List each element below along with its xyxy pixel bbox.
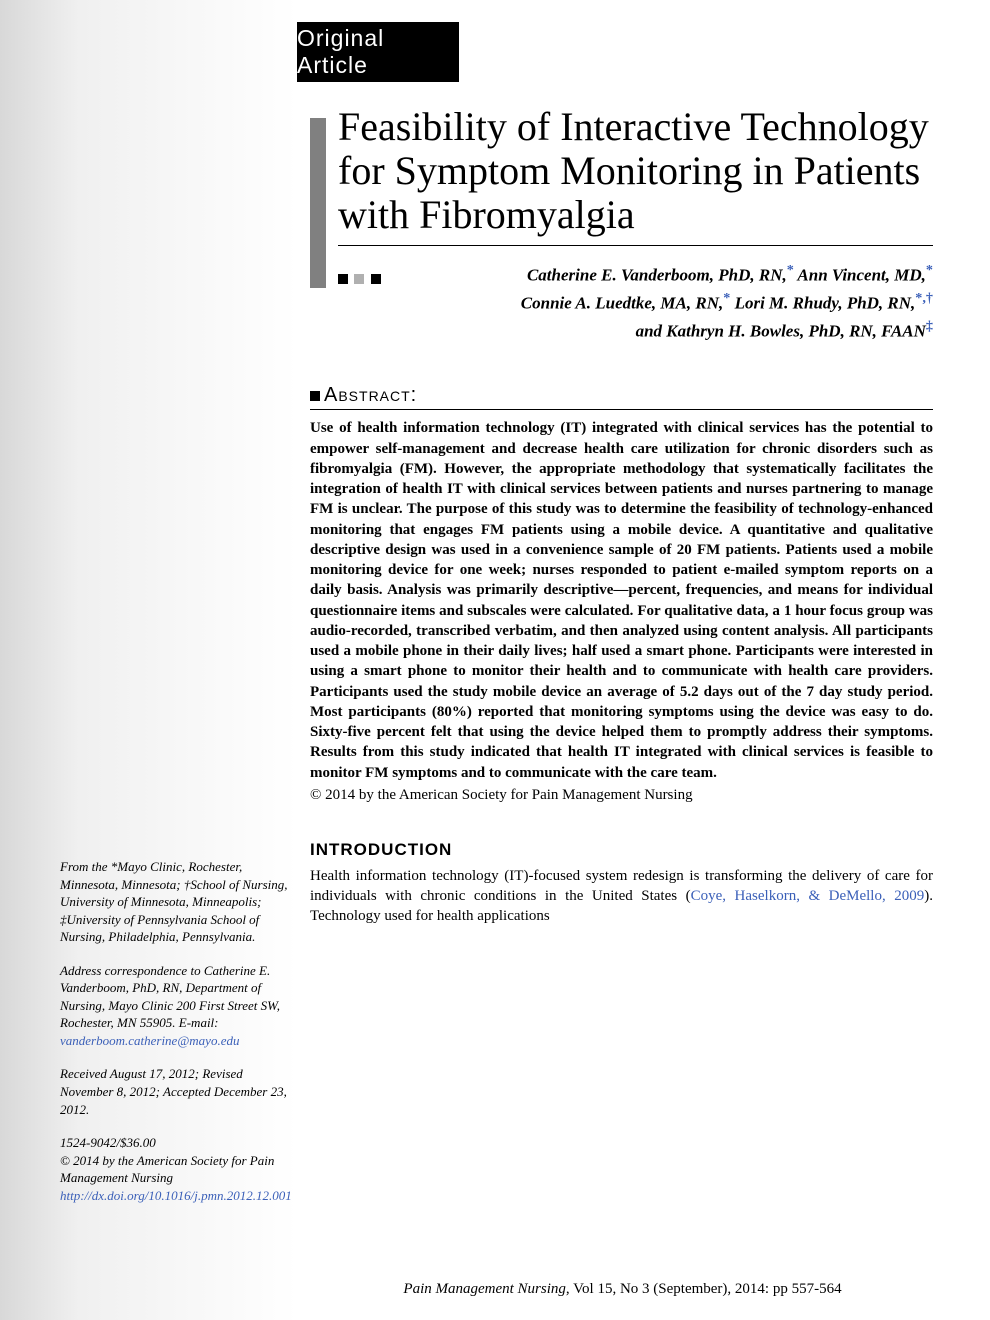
copyright-text: © 2014 by the American Society for Pain … [60,1153,274,1186]
journal-name: Pain Management Nursing [403,1281,566,1297]
main-content: Feasibility of Interactive Technology fo… [310,105,935,927]
author-name: Lori M. Rhudy, PhD, RN, [730,294,915,313]
article-type-text: Original Article [297,25,459,79]
abstract-text: Use of health information technology (IT… [310,418,933,783]
abstract-header: Abstract: [310,384,933,410]
abstract-copyright: © 2014 by the American Society for Pain … [310,787,933,804]
affiliation-link[interactable]: * [926,262,933,278]
introduction-paragraph: Health information technology (IT)-focus… [310,866,933,927]
square-icon [371,274,381,284]
manuscript-dates: Received August 17, 2012; Revised Novemb… [60,1065,290,1118]
author-name: and Kathryn H. Bowles, PhD, RN, FAAN [636,322,926,341]
citation-details: , Vol 15, No 3 (September), 2014: pp 557… [566,1281,842,1297]
publication-info: 1524-9042/$36.00 © 2014 by the American … [60,1134,290,1204]
issn-price: 1524-9042/$36.00 [60,1135,156,1150]
footer-citation: Pain Management Nursing, Vol 15, No 3 (S… [310,1281,935,1298]
square-icon [310,391,320,401]
author-name: Ann Vincent, MD, [794,266,926,285]
article-type-banner: Original Article [297,22,459,82]
correspondence-email-link[interactable]: vanderboom.catherine@mayo.edu [60,1033,239,1048]
author-decoration-squares [338,266,383,292]
doi-link[interactable]: http://dx.doi.org/10.1016/j.pmn.2012.12.… [60,1188,292,1203]
author-name: Catherine E. Vanderboom, PhD, RN, [527,266,787,285]
authors-block: Catherine E. Vanderboom, PhD, RN,* Ann V… [338,260,933,344]
affiliation-link[interactable]: * [787,262,794,278]
square-icon [354,274,364,284]
section-heading-introduction: INTRODUCTION [310,840,935,860]
affiliation-link[interactable]: ‡ [926,318,933,334]
author-name: Connie A. Luedtke, MA, RN, [521,294,723,313]
sidebar-metadata: From the *Mayo Clinic, Rochester, Minnes… [60,858,290,1220]
correspondence-text: Address correspondence to Catherine E. V… [60,963,280,1031]
correspondence-block: Address correspondence to Catherine E. V… [60,962,290,1050]
citation-link[interactable]: Coye, Haselkorn, & DeMello, 2009 [691,888,925,904]
affiliations-text: From the *Mayo Clinic, Rochester, Minnes… [60,858,290,946]
abstract-label: Abstract: [324,384,417,407]
article-title: Feasibility of Interactive Technology fo… [338,105,933,246]
square-icon [338,274,348,284]
affiliation-link[interactable]: *,† [915,290,933,306]
